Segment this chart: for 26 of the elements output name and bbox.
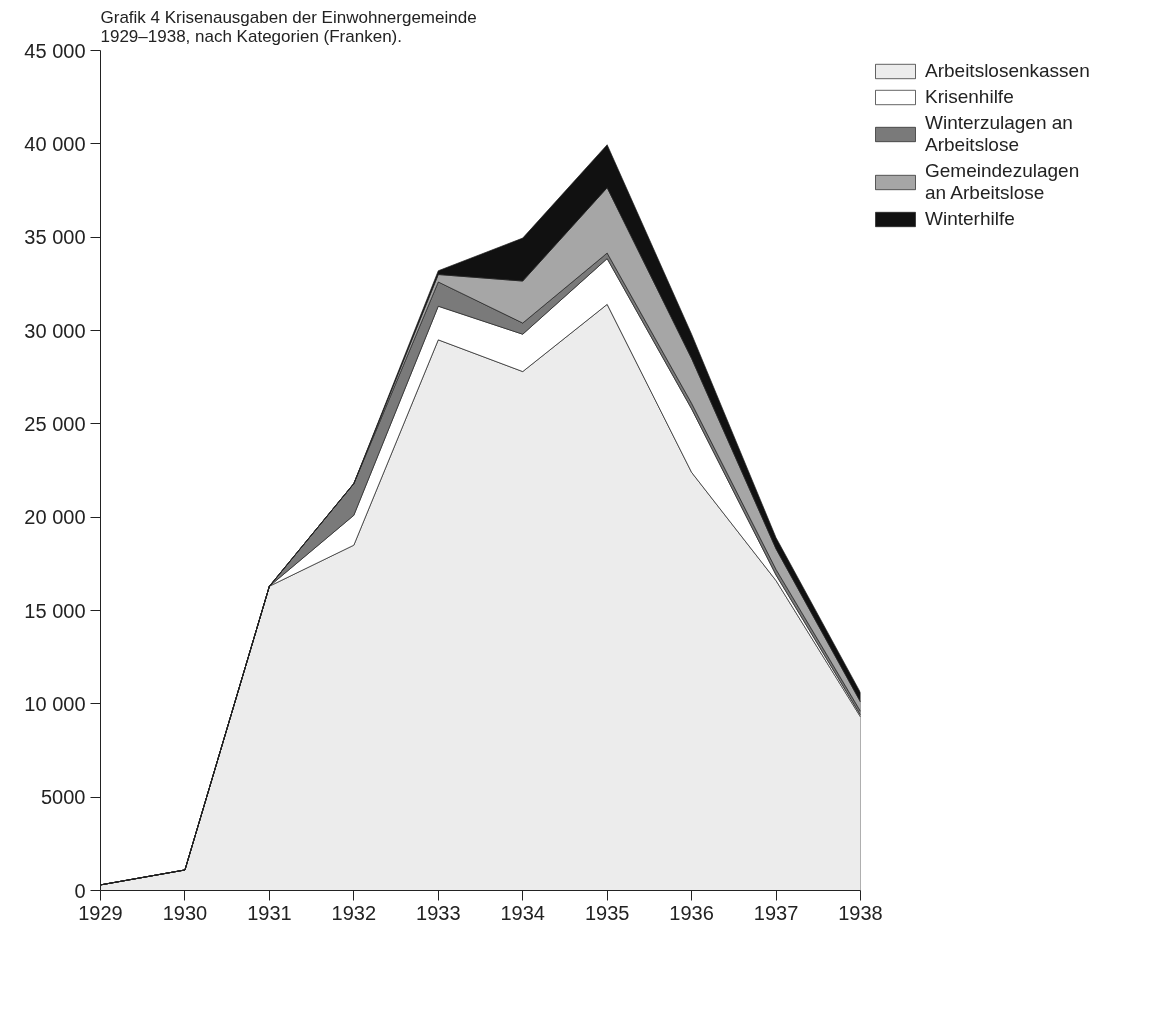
- x-tick-label: 1938: [838, 901, 883, 924]
- x-tick-label: 1929: [78, 901, 123, 924]
- x-tick-label: 1936: [669, 901, 714, 924]
- y-tick-label: 35 000: [24, 226, 86, 249]
- x-tick-label: 1931: [247, 901, 292, 924]
- y-tick-label: 20 000: [24, 506, 86, 529]
- chart-title: Grafik 4 Krisenausgaben der Einwohnergemeinde 1929–1938, nach Kategorien (Franken).: [100, 7, 477, 46]
- y-tick-label: 5000: [41, 786, 86, 809]
- x-tick-label: 1932: [331, 901, 377, 924]
- legend-label: Winterzulagen an Arbeitslose: [925, 112, 1073, 156]
- x-tick-label: 1935: [584, 901, 630, 924]
- legend-label: Winterhilfe: [925, 208, 1015, 230]
- legend-label: Gemeindezulagen an Arbeitslose: [925, 160, 1080, 204]
- y-tick-label: 15 000: [24, 599, 86, 622]
- x-tick-label: 1933: [416, 901, 461, 924]
- legend-label: Krisenhilfe: [925, 86, 1014, 108]
- y-tick-label: 25 000: [24, 412, 86, 435]
- y-tick-label: 40 000: [24, 132, 86, 155]
- y-tick-label: 30 000: [24, 319, 86, 342]
- y-tick-label: 45 000: [24, 39, 86, 62]
- y-tick-label: 0: [74, 879, 86, 902]
- x-tick-label: 1937: [753, 901, 799, 924]
- y-tick-label: 10 000: [24, 692, 86, 715]
- x-tick-label: 1930: [162, 901, 208, 924]
- legend-label: Arbeitslosenkassen: [925, 60, 1090, 82]
- x-tick-label: 1934: [500, 901, 545, 924]
